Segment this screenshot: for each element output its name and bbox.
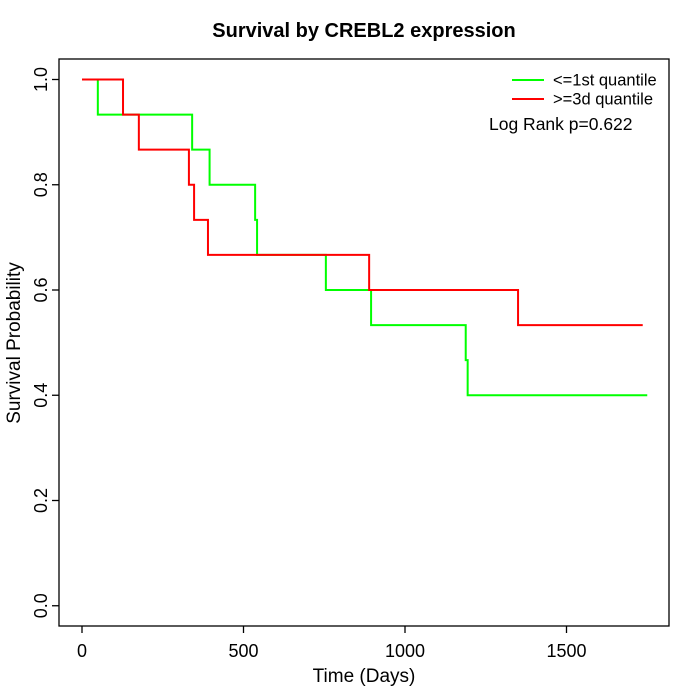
- y-axis-title: Survival Probability: [4, 262, 25, 424]
- y-tick-label: 1.0: [31, 67, 51, 92]
- y-tick-label: 0.2: [31, 488, 51, 513]
- y-tick-label: 0.4: [31, 383, 51, 408]
- log-rank-annotation: Log Rank p=0.622: [489, 114, 633, 134]
- plot-box: [58, 58, 670, 627]
- y-tick-label: 0.8: [31, 172, 51, 197]
- x-tick-label: 0: [77, 641, 87, 661]
- chart-title: Survival by CREBL2 expression: [212, 20, 515, 42]
- x-tick-label: 500: [228, 641, 258, 661]
- y-axis-ticks: 0.0 0.2 0.4 0.6 0.8 1.0: [31, 67, 59, 618]
- survival-curve-first-quantile: [82, 78, 648, 397]
- y-tick-label: 0.6: [31, 277, 51, 302]
- x-axis-title: Time (Days): [313, 666, 416, 687]
- survival-curve-third-quantile: [82, 78, 643, 327]
- legend: <=1st quantile >=3d quantile Log Rank p=…: [489, 72, 657, 135]
- legend-label-first-quantile: <=1st quantile: [553, 72, 657, 90]
- survival-curves: [82, 78, 648, 397]
- legend-label-third-quantile: >=3d quantile: [553, 91, 653, 109]
- x-axis-ticks: 0 500 1000 1500: [77, 626, 587, 661]
- x-tick-label: 1500: [546, 641, 586, 661]
- x-tick-label: 1000: [385, 641, 425, 661]
- y-tick-label: 0.0: [31, 593, 51, 618]
